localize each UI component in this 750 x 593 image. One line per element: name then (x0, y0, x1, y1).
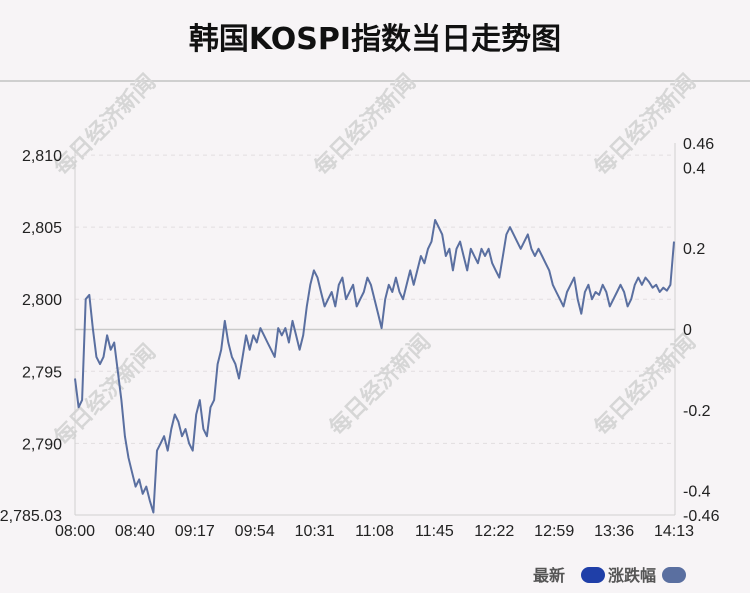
x-tick-label: 11:45 (415, 523, 454, 540)
y-left-tick-label: 2,790 (22, 436, 62, 453)
x-tick-label: 11:08 (355, 523, 394, 540)
watermark-text: 每日经济新闻 (49, 69, 161, 181)
x-tick-label: 12:22 (474, 523, 514, 540)
title-divider (0, 80, 750, 82)
watermark-text: 每日经济新闻 (324, 329, 436, 441)
x-tick-label: 09:54 (235, 523, 275, 540)
y-left-ticks: 2,810 2,805 2,800 2,795 2,790 2,785.03 (0, 148, 62, 525)
x-ticks: 08:00 08:40 09:17 09:54 10:31 11:08 11:45 12:22… (55, 523, 694, 540)
y-right-tick-label: -0.46 (683, 508, 720, 525)
y-left-tick-label: 2,810 (22, 148, 62, 165)
y-right-ticks: 0.46 0.4 0.2 0 -0.2 -0.4 -0.46 (683, 136, 720, 525)
y-right-tick-label: 0 (683, 322, 692, 339)
y-right-tick-label: -0.2 (683, 403, 711, 420)
legend-label: 涨跌幅 (608, 566, 656, 585)
y-left-tick-label: 2,795 (22, 364, 62, 381)
series-layer (74, 219, 675, 514)
watermark-text: 每日经济新闻 (49, 339, 161, 451)
x-tick-label: 14:13 (654, 523, 694, 540)
legend-label: 最新 (533, 566, 565, 585)
y-right-tick-label: 0.4 (683, 160, 705, 177)
x-tick-label: 12:59 (534, 523, 574, 540)
x-tick-label: 09:17 (175, 523, 215, 540)
legend-swatch (662, 567, 686, 583)
axes-layer (74, 143, 676, 516)
x-tick-label: 08:40 (115, 523, 155, 540)
x-tick-label: 08:00 (55, 523, 95, 540)
y-right-tick-label: 0.2 (683, 241, 705, 258)
series-line (74, 219, 675, 514)
y-left-tick-label: 2,785.03 (0, 508, 62, 525)
y-right-tick-label: 0.46 (683, 136, 714, 153)
watermark-text: 每日经济新闻 (589, 329, 701, 441)
x-tick-label: 10:31 (295, 523, 335, 540)
y-left-tick-label: 2,805 (22, 220, 62, 237)
y-right-tick-label: -0.4 (683, 484, 711, 501)
watermark-text: 每日经济新闻 (309, 69, 421, 181)
legend-swatch (581, 567, 605, 583)
chart-title: 韩国KOSPI指数当日走势图 (188, 22, 562, 57)
y-left-tick-label: 2,800 (22, 292, 62, 309)
legend: 最新 涨跌幅 (533, 566, 686, 585)
x-tick-label: 13:36 (594, 523, 634, 540)
